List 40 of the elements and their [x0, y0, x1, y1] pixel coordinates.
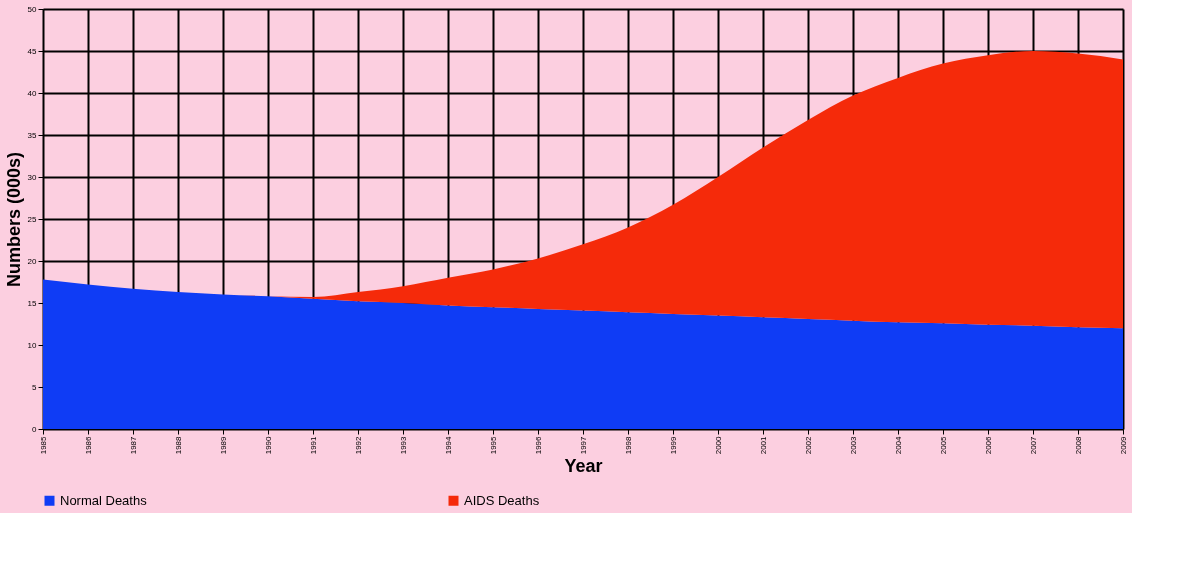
x-tick-label: 1997 [578, 435, 588, 455]
x-tick-label: 1999 [668, 435, 678, 455]
x-tick-label: 1985 [38, 435, 48, 455]
y-tick-label: 45 [27, 46, 38, 56]
y-tick-label: 0 [32, 424, 38, 434]
x-tick-label: 1986 [83, 435, 93, 455]
x-tick-label: 1990 [263, 435, 273, 455]
x-tick-label: 1988 [173, 435, 183, 455]
x-tick-label: 1987 [128, 435, 138, 455]
y-axis-title: Numbers (000s) [3, 151, 24, 288]
x-tick-label: 1994 [443, 435, 453, 455]
x-tick-label: 2000 [713, 435, 723, 455]
y-tick-label: 30 [27, 172, 38, 182]
x-axis-title: Year [564, 456, 603, 477]
x-tick-label: 2006 [983, 435, 993, 455]
legend-label: AIDS Deaths [464, 492, 540, 508]
x-tick-label: 1989 [218, 435, 228, 455]
x-tick-label: 2001 [758, 435, 768, 455]
y-tick-label: 5 [32, 382, 38, 392]
y-tick-label: 15 [27, 298, 38, 308]
y-tick-label: 35 [27, 130, 38, 140]
x-tick-label: 2008 [1073, 435, 1083, 455]
x-tick-label: 2005 [938, 435, 948, 455]
x-tick-label: 2009 [1118, 435, 1128, 455]
x-tick-label: 1998 [623, 435, 633, 455]
y-tick-label: 50 [27, 4, 38, 14]
x-tick-label: 1995 [488, 435, 498, 455]
legend-label: Normal Deaths [60, 492, 148, 508]
y-tick-label: 40 [27, 88, 38, 98]
x-tick-label: 1991 [308, 435, 318, 455]
y-tick-label: 10 [27, 340, 38, 350]
y-tick-label: 20 [27, 256, 38, 266]
x-tick-label: 1992 [353, 435, 363, 455]
y-tick-label: 25 [27, 214, 38, 224]
x-tick-label: 2007 [1028, 435, 1038, 455]
x-tick-label: 2002 [803, 435, 813, 455]
x-tick-label: 1993 [398, 435, 408, 455]
x-tick-label: 1996 [533, 435, 543, 455]
x-tick-label: 2003 [848, 435, 858, 455]
x-tick-label: 2004 [893, 435, 903, 455]
